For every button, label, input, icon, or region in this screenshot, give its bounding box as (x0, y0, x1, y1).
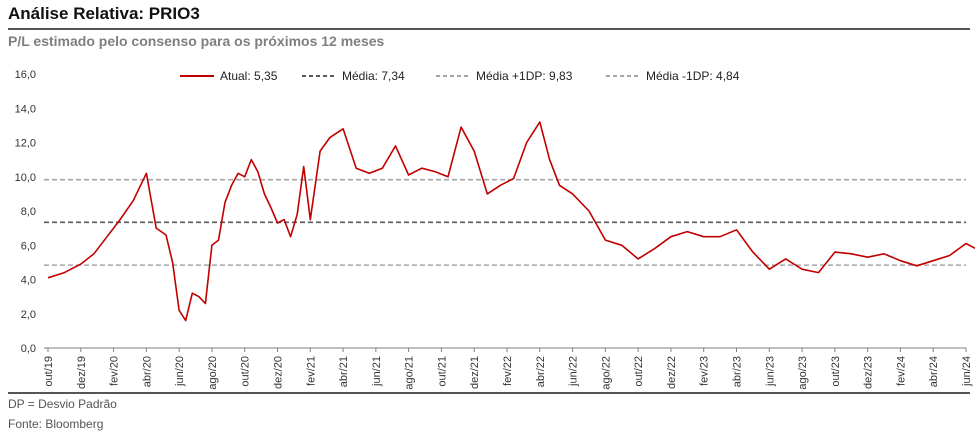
x-tick-label: abr/20 (141, 356, 153, 387)
legend-label: Atual: 5,35 (220, 69, 278, 83)
x-tick-label: jun/20 (174, 356, 186, 387)
x-tick-label: out/20 (240, 356, 252, 387)
x-tick-label: dez/22 (666, 356, 678, 389)
x-tick-label: fev/23 (699, 356, 711, 386)
y-tick-label: 6,0 (21, 240, 36, 252)
footnote-dp: DP = Desvio Padrão (8, 397, 117, 411)
x-tick-label: ago/22 (600, 356, 612, 390)
footnote-source: Fonte: Bloomberg (8, 417, 104, 431)
y-tick-label: 14,0 (15, 103, 36, 115)
x-tick-label: jun/24 (961, 356, 973, 387)
x-tick-label: dez/23 (863, 356, 875, 389)
legend-label: Média: 7,34 (342, 69, 405, 83)
chart-title: Análise Relativa: PRIO3 (8, 4, 200, 23)
x-tick-label: fev/21 (305, 356, 317, 386)
legend-label: Média +1DP: 9,83 (476, 69, 573, 83)
x-axis: out/19 dez/19 fev/20 abr/20 jun/20 ago/20 out/… (43, 347, 973, 390)
y-axis: 0,0 2,0 4,0 6,0 8,0 10,0 12,0 14,0 16,0 (15, 69, 36, 355)
series-line-atual (47, 121, 975, 322)
x-tick-label: out/19 (43, 356, 55, 387)
footer-rule (8, 392, 970, 394)
x-tick-label: jun/22 (568, 356, 580, 387)
title-rule (8, 28, 970, 30)
x-tick-label: dez/20 (273, 356, 285, 389)
y-tick-label: 12,0 (15, 138, 36, 150)
x-tick-label: jun/21 (371, 356, 383, 387)
chart-subtitle: P/L estimado pelo consenso para os próxi… (8, 33, 385, 49)
x-tick-label: abr/22 (535, 356, 547, 387)
y-tick-label: 8,0 (21, 206, 36, 218)
x-tick-label: abr/24 (928, 356, 940, 387)
y-tick-label: 10,0 (15, 172, 36, 184)
y-tick-label: 0,0 (21, 343, 36, 355)
x-tick-label: out/21 (436, 356, 448, 387)
reference-lines (44, 178, 966, 266)
x-tick-label: ago/20 (207, 356, 219, 390)
legend-label: Média -1DP: 4,84 (646, 69, 740, 83)
x-tick-label: out/23 (830, 356, 842, 387)
x-tick-label: abr/23 (732, 356, 744, 387)
y-tick-label: 2,0 (21, 309, 36, 321)
x-tick-label: dez/19 (76, 356, 88, 389)
x-tick-label: out/22 (633, 356, 645, 387)
y-tick-label: 4,0 (21, 275, 36, 287)
x-tick-label: jun/23 (764, 356, 776, 387)
series-layer (47, 121, 975, 322)
x-tick-label: abr/21 (338, 356, 350, 387)
x-tick-label: ago/23 (797, 356, 809, 390)
y-tick-label: 16,0 (15, 69, 36, 81)
x-tick-label: dez/21 (469, 356, 481, 389)
x-tick-label: fev/22 (502, 356, 514, 386)
x-tick-label: fev/20 (109, 356, 121, 386)
x-tick-label: fev/24 (895, 356, 907, 386)
x-tick-label: ago/21 (404, 356, 416, 390)
legend: Atual: 5,35 Média: 7,34 Média +1DP: 9,83 Mé… (180, 69, 740, 83)
